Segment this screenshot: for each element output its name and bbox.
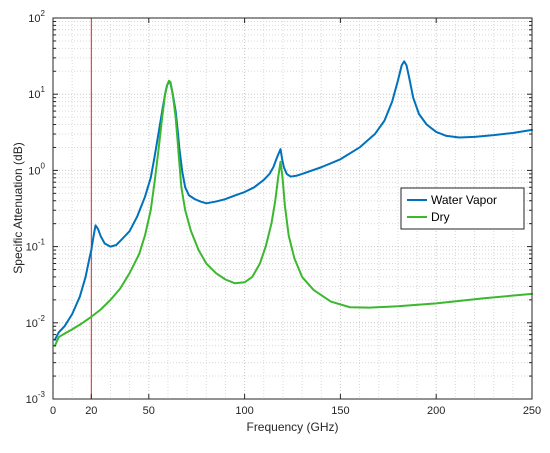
x-tick-label: 100: [235, 405, 253, 417]
x-tick-label: 0: [50, 405, 56, 417]
series-line-water-vapor: [53, 60, 533, 341]
x-axis-label: Frequency (GHz): [246, 420, 338, 434]
y-tick-label: 10-2: [26, 314, 46, 330]
y-axis-label: Specific Attenuation (dB): [11, 142, 25, 273]
plot-frame: [52, 17, 533, 400]
y-tick-label: 10-1: [26, 238, 46, 254]
axis-ticks: 0 50 100 150 200 250 20 10-3 10-2 10-1 100 101 102: [26, 9, 542, 417]
series-line-dry: [53, 79, 533, 347]
y-tick-label: 10-3: [26, 390, 46, 406]
legend-label-dry: Dry: [431, 210, 450, 224]
x-tick-label: 250: [523, 405, 541, 417]
legend: Water Vapor Dry: [400, 187, 525, 230]
series-lines: [53, 60, 533, 347]
x-tick-label: 150: [331, 405, 349, 417]
legend-label-water-vapor: Water Vapor: [431, 193, 497, 207]
y-tick-label: 102: [28, 9, 45, 25]
x-tick-label-20: 20: [85, 405, 97, 417]
x-tick-label: 50: [143, 405, 155, 417]
grid: [53, 18, 532, 399]
y-tick-label: 101: [28, 85, 45, 101]
legend-box: [400, 187, 525, 230]
y-tick-label: 100: [28, 161, 45, 177]
x-tick-label: 200: [427, 405, 445, 417]
